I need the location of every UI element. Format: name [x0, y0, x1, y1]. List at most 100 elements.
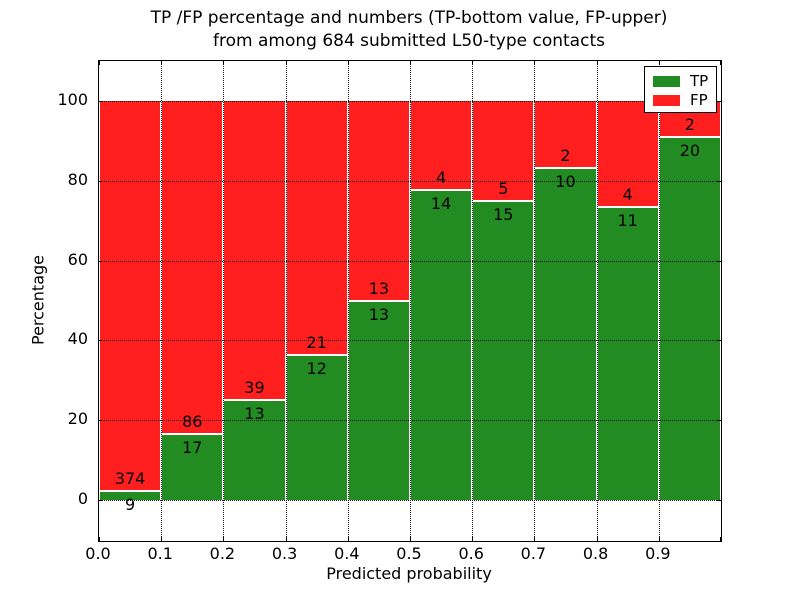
y-axis-tick — [717, 420, 721, 422]
bar-segment-fp — [162, 101, 223, 435]
tp-count-label: 13 — [244, 404, 265, 424]
fp-count-label: 4 — [622, 185, 633, 205]
tp-count-label: 17 — [182, 438, 203, 458]
bar-segment-fp — [535, 101, 596, 168]
tp-count-label: 14 — [430, 193, 452, 213]
bar-segment-tp — [535, 167, 596, 500]
y-tick-label: 80 — [67, 169, 88, 189]
x-axis-tick — [658, 537, 660, 541]
bar-segment-tp — [348, 300, 409, 500]
x-axis-tick — [285, 61, 287, 65]
bar-segment-fp — [597, 101, 658, 208]
x-gridline — [534, 61, 536, 541]
legend-entry-tp: TP — [653, 73, 716, 89]
x-axis-tick — [99, 61, 100, 65]
x-gridline — [472, 61, 474, 541]
fp-count-label: 13 — [368, 278, 390, 298]
legend-swatch-tp — [653, 75, 680, 87]
bar-segment-tp — [411, 189, 472, 500]
y-axis-tick — [99, 500, 103, 501]
fp-count-label: 21 — [306, 332, 327, 352]
x-axis-tick — [347, 61, 349, 65]
tp-count-label: 10 — [555, 171, 576, 191]
x-gridline — [285, 61, 287, 541]
fp-count-label: 39 — [244, 378, 265, 398]
y-tick-label: 40 — [67, 329, 88, 349]
x-tick-label: 0.8 — [582, 544, 609, 563]
x-axis-tick — [472, 61, 474, 65]
bar-segment-fp — [224, 101, 285, 401]
bar-segment-tp — [100, 490, 161, 500]
plot-area: 374 9 86 17 39 13 21 12 13 13 4 14 5 15 2 10 4 11 2 20 — [98, 60, 722, 542]
y-axis-tick — [717, 101, 721, 102]
bar-segment-fp — [411, 101, 472, 190]
x-gridline — [596, 61, 598, 541]
y-axis-tick — [717, 500, 721, 501]
tp-count-label: 15 — [493, 204, 514, 224]
bar-segment-tp — [162, 434, 223, 500]
y-tick-label: 20 — [67, 409, 88, 429]
tp-count-label: 12 — [306, 358, 327, 378]
bar-segment-fp — [286, 101, 347, 355]
x-axis-tick — [658, 61, 660, 65]
tp-count-label: 20 — [679, 141, 701, 161]
bar-segment-fp — [100, 101, 161, 491]
x-axis-tick — [223, 61, 225, 65]
y-axis-tick — [99, 420, 103, 422]
y-axis-tick — [99, 340, 103, 342]
chart-title-line1: TP /FP percentage and numbers (TP-bottom… — [150, 8, 668, 28]
x-tick-label: 0.5 — [396, 544, 422, 563]
x-axis-tick — [161, 537, 163, 541]
x-axis-tick — [720, 537, 721, 541]
x-tick-label: 0.2 — [209, 544, 236, 563]
tp-count-label: 13 — [368, 304, 390, 324]
x-axis-tick — [596, 537, 598, 541]
fp-count-label: 2 — [684, 115, 695, 135]
bar-segment-tp — [659, 137, 720, 500]
x-axis-tick — [472, 537, 474, 541]
legend: TP FP — [644, 66, 717, 113]
bar-segment-tp — [224, 400, 285, 500]
x-axis-tick — [720, 61, 721, 65]
tp-count-label: 9 — [125, 494, 136, 514]
x-axis-tick — [347, 537, 349, 541]
x-tick-label: 0.0 — [85, 544, 111, 563]
x-gridline — [410, 61, 411, 541]
tp-count-label: 11 — [617, 211, 638, 231]
fp-count-label: 5 — [498, 178, 509, 198]
y-tick-label: 100 — [57, 90, 88, 109]
x-axis-tick — [410, 537, 411, 541]
fp-count-label: 4 — [436, 167, 447, 187]
x-axis-tick — [534, 61, 536, 65]
x-axis-tick — [99, 537, 100, 541]
fp-count-label: 2 — [560, 145, 571, 165]
bar-segment-tp — [597, 207, 658, 500]
x-axis-label: Predicted probability — [326, 564, 492, 583]
x-tick-label: 0.4 — [334, 544, 360, 563]
x-gridline — [161, 61, 163, 541]
x-tick-label: 0.1 — [147, 544, 173, 563]
x-gridline — [658, 61, 660, 541]
x-gridline — [347, 61, 349, 541]
y-axis-tick — [99, 260, 103, 262]
fp-count-label: 86 — [182, 412, 203, 432]
x-axis-tick — [285, 537, 287, 541]
bar-segment-fp — [473, 101, 534, 201]
legend-label-tp: TP — [690, 72, 709, 90]
x-tick-label: 0.9 — [645, 544, 671, 563]
bar-segment-fp — [348, 101, 409, 301]
legend-label-fp: FP — [690, 91, 708, 109]
y-axis-tick — [717, 180, 721, 182]
chart-title: TP /FP percentage and numbers (TP-bottom… — [98, 7, 720, 53]
x-tick-label: 0.7 — [520, 544, 547, 563]
x-axis-tick — [223, 537, 225, 541]
x-axis-tick — [410, 61, 411, 65]
bar-segment-tp — [286, 354, 347, 500]
bar-segment-tp — [473, 200, 534, 500]
y-axis-tick — [99, 101, 103, 102]
legend-swatch-fp — [653, 94, 680, 106]
x-axis-tick — [534, 537, 536, 541]
x-gridline — [223, 61, 225, 541]
y-axis-tick — [717, 340, 721, 342]
x-tick-label: 0.6 — [458, 544, 484, 563]
